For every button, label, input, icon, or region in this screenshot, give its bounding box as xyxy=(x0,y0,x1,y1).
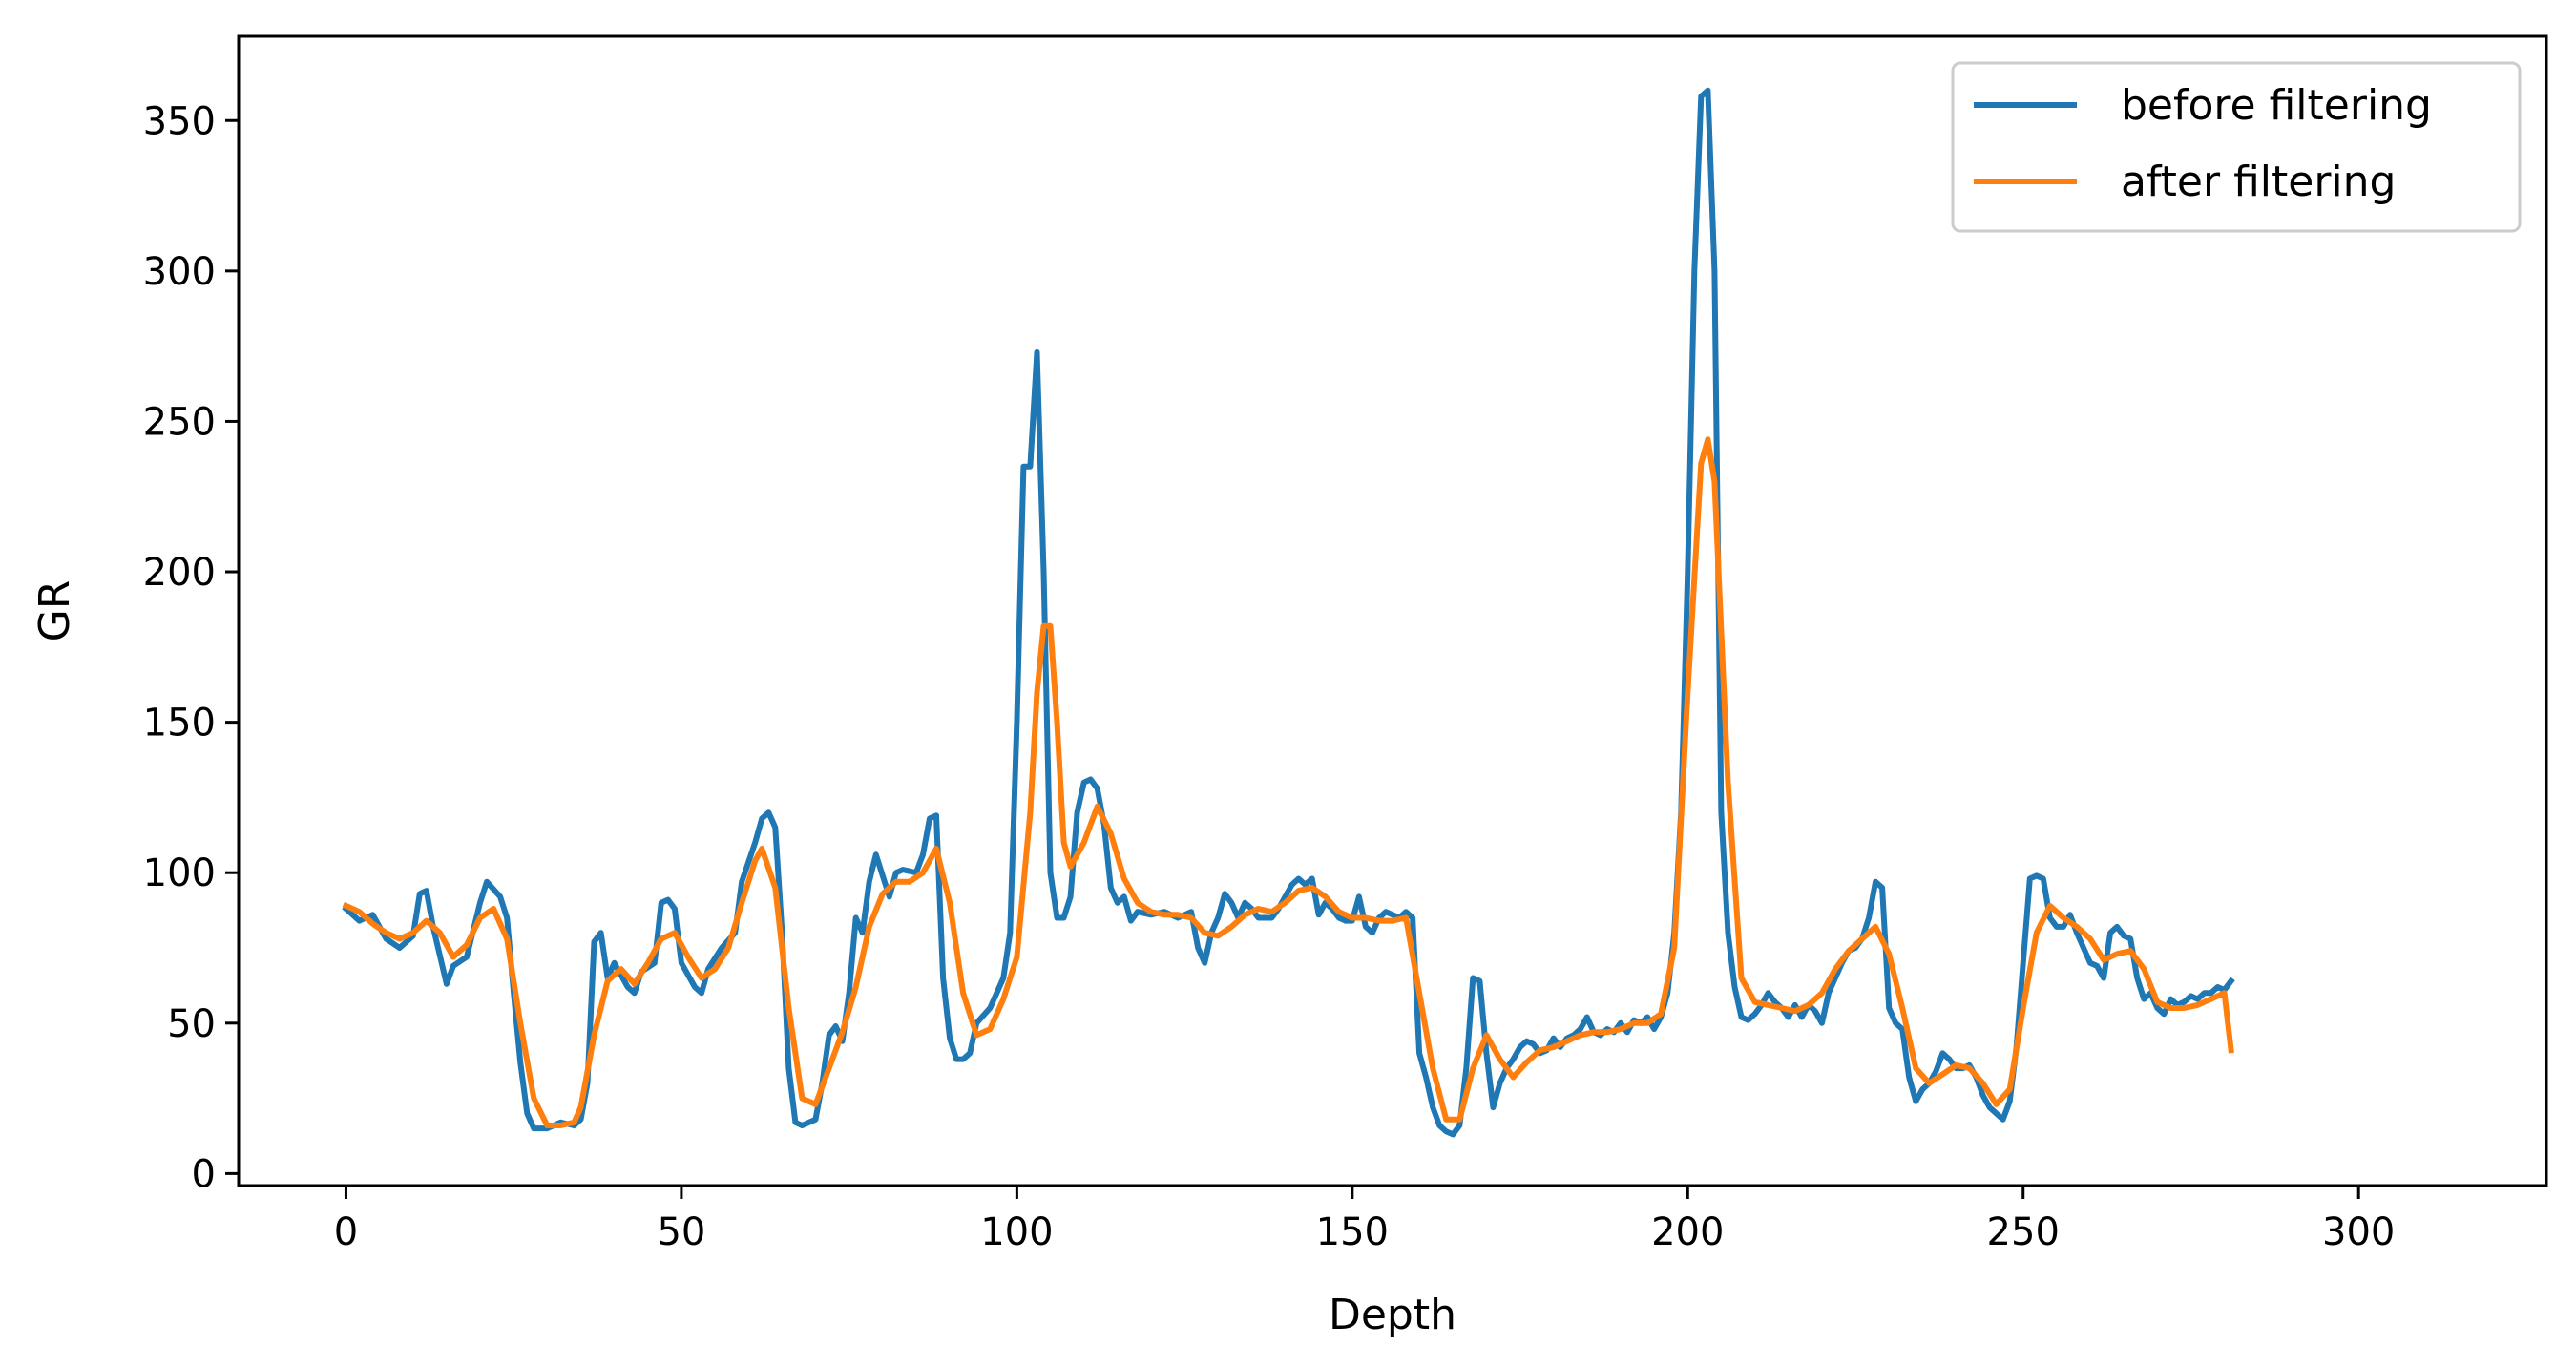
x-tick-label: 50 xyxy=(657,1210,705,1254)
x-tick-label: 200 xyxy=(1651,1210,1724,1254)
x-tick-label: 100 xyxy=(980,1210,1053,1254)
y-tick-label: 0 xyxy=(192,1152,216,1196)
y-tick-label: 100 xyxy=(143,851,216,895)
y-axis: 0 50 100 150 200 250 300 350 xyxy=(143,99,239,1196)
y-tick-label: 50 xyxy=(167,1002,216,1046)
legend-entry-label: before filtering xyxy=(2121,81,2432,130)
series-line-after-filtering xyxy=(342,436,2234,1128)
y-tick-label: 200 xyxy=(143,551,216,595)
y-tick-label: 250 xyxy=(143,400,216,444)
x-tick-label: 0 xyxy=(334,1210,358,1254)
legend: before filtering after filtering xyxy=(1951,61,2522,233)
series-layer xyxy=(342,87,2235,1138)
legend-entry-label: after filtering xyxy=(2121,158,2396,206)
y-tick-label: 300 xyxy=(143,250,216,294)
x-tick-label: 250 xyxy=(1987,1210,2060,1254)
y-tick-label: 150 xyxy=(143,702,216,746)
y-axis-label: GR xyxy=(31,580,79,642)
legend-box xyxy=(1951,61,2522,233)
x-tick-label: 300 xyxy=(2322,1210,2395,1254)
series-line-before-filtering xyxy=(342,87,2235,1138)
x-axis: 0 50 100 150 200 250 300 xyxy=(334,1186,2395,1254)
plot-frame xyxy=(237,34,2548,1187)
x-axis-label: Depth xyxy=(1329,1291,1456,1339)
y-tick-label: 350 xyxy=(143,99,216,143)
x-tick-label: 150 xyxy=(1316,1210,1389,1254)
